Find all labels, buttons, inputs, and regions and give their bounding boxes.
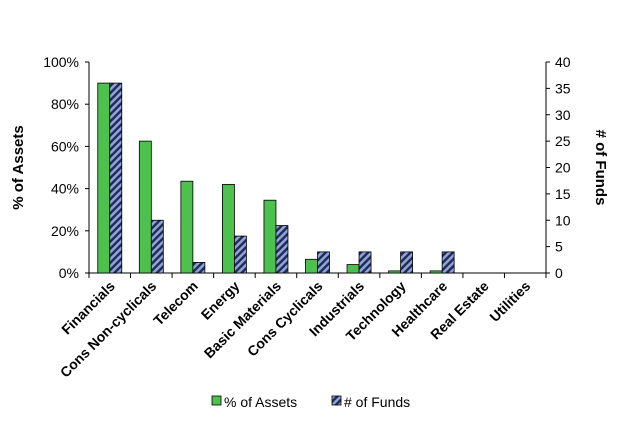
bar-assets bbox=[222, 183, 235, 274]
bar-funds bbox=[358, 251, 372, 274]
left-tick-label: 20% bbox=[51, 223, 79, 239]
left-tick-label: 0% bbox=[59, 265, 79, 281]
bar-assets bbox=[138, 140, 152, 274]
right-tick-label: 20 bbox=[555, 160, 571, 176]
bar-assets bbox=[97, 82, 111, 274]
bar-funds bbox=[234, 235, 247, 274]
right-axis-title: # of Funds bbox=[592, 130, 609, 206]
right-tick-label: 35 bbox=[555, 80, 571, 96]
plot-area: 0%20%40%60%80%100%0510152025303540Financ… bbox=[10, 54, 609, 380]
left-tick-label: 100% bbox=[43, 54, 79, 70]
bar-assets bbox=[180, 180, 194, 274]
bar-funds bbox=[275, 225, 289, 274]
bar-assets bbox=[388, 270, 401, 274]
right-tick-label: 5 bbox=[555, 239, 563, 255]
right-tick-label: 30 bbox=[555, 107, 571, 123]
legend-swatch-funds bbox=[331, 395, 342, 406]
legend: % of Assets # of Funds bbox=[211, 394, 410, 410]
legend-swatch-assets bbox=[211, 395, 222, 406]
right-tick-label: 0 bbox=[555, 265, 563, 281]
bar-assets bbox=[429, 270, 443, 274]
legend-label-assets: % of Assets bbox=[224, 394, 297, 410]
bar-assets bbox=[263, 199, 277, 274]
right-tick-label: 10 bbox=[555, 212, 571, 228]
legend-label-funds: # of Funds bbox=[344, 394, 410, 410]
bar-funds bbox=[192, 262, 206, 274]
right-tick-label: 15 bbox=[555, 186, 571, 202]
bar-assets bbox=[305, 258, 318, 274]
bar-funds bbox=[317, 251, 330, 274]
category-label: Cons Cyclicals bbox=[244, 278, 326, 360]
left-tick-label: 60% bbox=[51, 138, 79, 154]
left-axis-title: % of Assets bbox=[10, 125, 27, 209]
category-label: Telecom bbox=[150, 278, 201, 329]
right-tick-label: 40 bbox=[555, 54, 571, 70]
category-label: Utilities bbox=[486, 278, 533, 325]
right-tick-label: 25 bbox=[555, 133, 571, 149]
left-tick-label: 80% bbox=[51, 96, 79, 112]
bar-funds bbox=[150, 219, 164, 274]
bar-assets bbox=[346, 264, 360, 274]
bar-funds bbox=[400, 251, 413, 274]
bar-funds bbox=[109, 82, 123, 274]
left-tick-label: 40% bbox=[51, 181, 79, 197]
bar-funds bbox=[441, 251, 455, 274]
